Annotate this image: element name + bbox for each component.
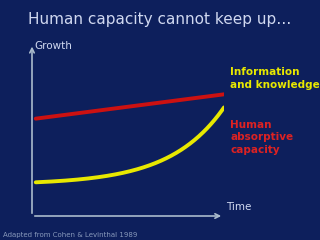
Text: Adapted from Cohen & Levinthal 1989: Adapted from Cohen & Levinthal 1989: [3, 232, 138, 238]
Text: Information
and knowledge: Information and knowledge: [230, 67, 320, 90]
Text: Growth: Growth: [34, 41, 72, 51]
Text: Human capacity cannot keep up…: Human capacity cannot keep up…: [28, 12, 292, 27]
Text: Human
absorptive
capacity: Human absorptive capacity: [230, 120, 293, 155]
Text: Time: Time: [226, 202, 251, 212]
